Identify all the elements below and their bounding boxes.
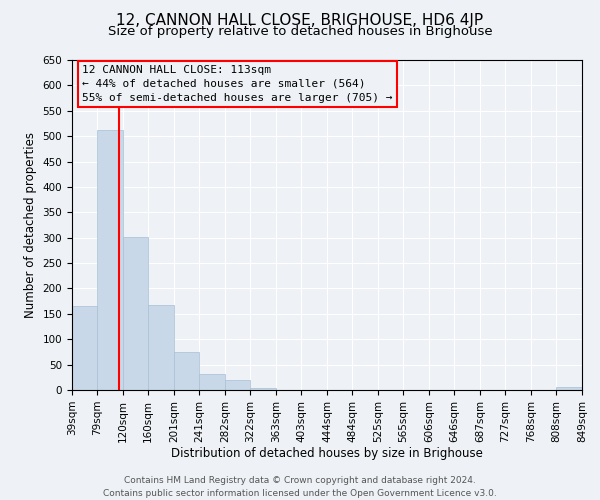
Bar bbox=[250, 388, 276, 390]
Bar bbox=[72, 306, 97, 390]
Bar bbox=[556, 388, 582, 390]
Y-axis label: Number of detached properties: Number of detached properties bbox=[24, 132, 37, 318]
Text: Size of property relative to detached houses in Brighouse: Size of property relative to detached ho… bbox=[107, 25, 493, 38]
X-axis label: Distribution of detached houses by size in Brighouse: Distribution of detached houses by size … bbox=[171, 448, 483, 460]
Bar bbox=[225, 380, 250, 390]
Bar bbox=[174, 352, 199, 390]
Text: Contains HM Land Registry data © Crown copyright and database right 2024.
Contai: Contains HM Land Registry data © Crown c… bbox=[103, 476, 497, 498]
Bar bbox=[97, 130, 123, 390]
Bar bbox=[148, 304, 174, 390]
Bar bbox=[123, 236, 148, 390]
Text: 12 CANNON HALL CLOSE: 113sqm
← 44% of detached houses are smaller (564)
55% of s: 12 CANNON HALL CLOSE: 113sqm ← 44% of de… bbox=[82, 65, 392, 103]
Bar bbox=[199, 374, 225, 390]
Text: 12, CANNON HALL CLOSE, BRIGHOUSE, HD6 4JP: 12, CANNON HALL CLOSE, BRIGHOUSE, HD6 4J… bbox=[116, 12, 484, 28]
